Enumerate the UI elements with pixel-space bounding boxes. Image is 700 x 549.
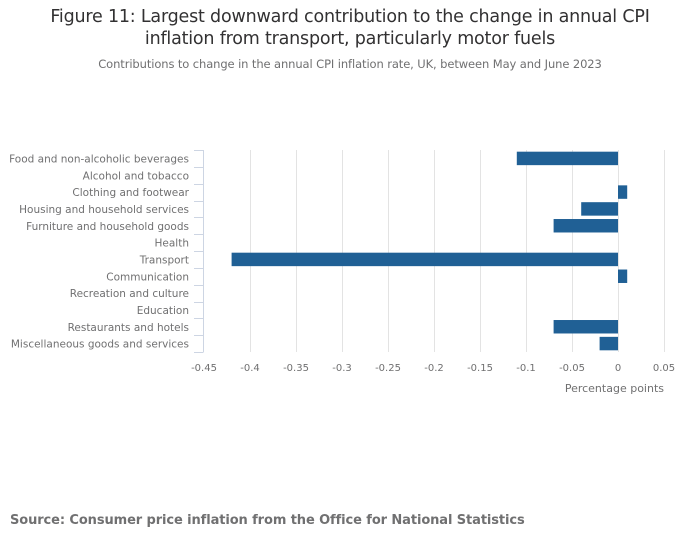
x-tick-label: 0.05 [653, 363, 675, 374]
bar[interactable] [231, 252, 618, 267]
category-axis: Food and non-alcoholic beverages Alcohol … [9, 150, 204, 353]
x-tick-label: -0.1 [516, 363, 536, 374]
x-axis-title: Percentage points [565, 382, 664, 395]
x-tick-label: -0.25 [375, 363, 401, 374]
category-label: Furniture and household goods [26, 221, 189, 233]
category-label: Communication [106, 271, 189, 283]
x-tick-label: -0.2 [424, 363, 444, 374]
category-label: Housing and household services [19, 204, 189, 216]
bar[interactable] [581, 202, 618, 216]
bars [231, 151, 628, 351]
bar[interactable] [553, 320, 618, 334]
source-note: Source: Consumer price inflation from th… [10, 513, 525, 528]
category-label: Alcohol and tobacco [83, 170, 189, 182]
x-tick-label: -0.35 [283, 363, 309, 374]
x-tick-label: -0.45 [191, 363, 217, 374]
x-tick-label: -0.15 [467, 363, 493, 374]
category-label: Education [137, 305, 189, 317]
bar[interactable] [599, 336, 618, 351]
category-label: Transport [139, 254, 189, 266]
chart-title: Figure 11: Largest downward contribution… [0, 6, 700, 50]
category-label: Clothing and footwear [72, 187, 189, 199]
gridlines [250, 150, 665, 352]
category-label: Miscellaneous goods and services [11, 339, 189, 351]
chart-title-line-1: Figure 11: Largest downward contribution… [50, 7, 650, 27]
bar[interactable] [553, 219, 618, 233]
category-label: Food and non-alcoholic beverages [9, 153, 189, 165]
category-label: Restaurants and hotels [68, 322, 189, 334]
chart-title-line-2: inflation from transport, particularly m… [144, 29, 556, 49]
bar[interactable] [618, 269, 628, 283]
category-label: Recreation and culture [70, 288, 189, 300]
chart-subtitle: Contributions to change in the annual CP… [98, 57, 602, 71]
bar[interactable] [516, 151, 618, 166]
category-label: Health [155, 238, 189, 250]
bar[interactable] [618, 185, 628, 199]
x-tick-label: -0.4 [240, 363, 260, 374]
value-axis: -0.45 -0.4 -0.35 -0.3 -0.25 -0.2 -0.15 -0.1 -0.0… [191, 363, 675, 374]
x-tick-label: -0.3 [332, 363, 352, 374]
x-tick-label: -0.05 [559, 363, 585, 374]
x-tick-label: 0 [615, 363, 621, 374]
